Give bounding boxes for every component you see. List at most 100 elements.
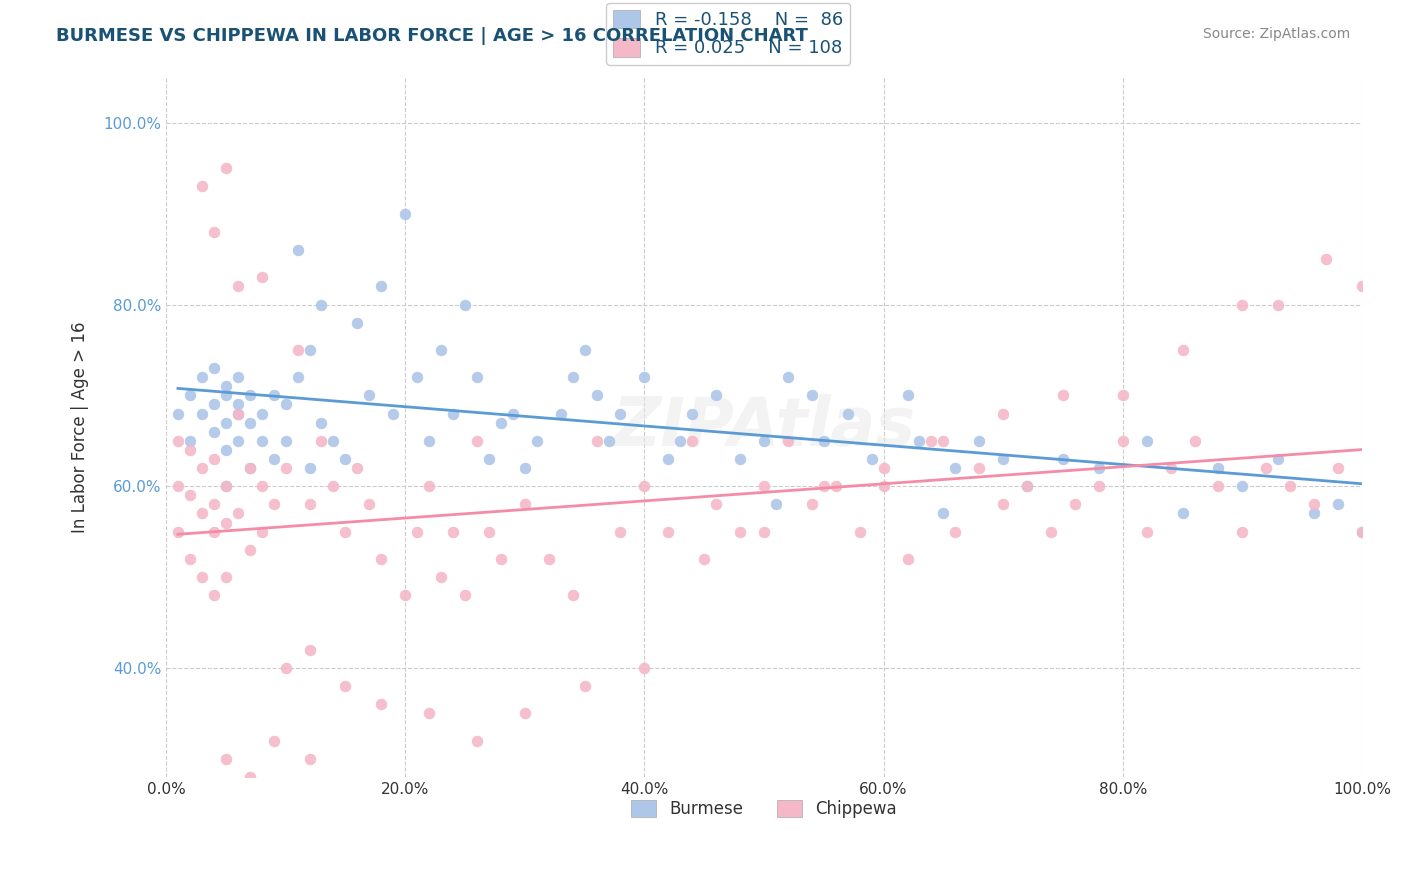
Point (993, 497, 1015, 511)
Point (454, 297, 477, 311)
Point (191, 507, 214, 521)
Point (179, 442, 201, 457)
Point (311, 297, 333, 311)
Point (335, 679, 357, 693)
Point (585, 388, 607, 402)
Point (239, 461, 262, 475)
Point (202, 425, 225, 439)
Point (776, 434, 799, 448)
Point (561, 588, 583, 602)
Point (346, 316, 368, 330)
Point (1171, 343, 1194, 357)
Point (465, 434, 488, 448)
Point (298, 343, 321, 357)
Point (215, 416, 238, 430)
Point (202, 225, 225, 239)
Point (215, 752, 238, 766)
Point (574, 343, 596, 357)
Point (776, 370, 799, 384)
Point (561, 370, 583, 384)
Point (513, 497, 536, 511)
Point (1208, 479, 1230, 493)
Point (1232, 479, 1254, 493)
Point (226, 407, 249, 421)
Point (215, 442, 238, 457)
Y-axis label: In Labor Force | Age > 16: In Labor Force | Age > 16 (72, 321, 89, 533)
Point (465, 733, 488, 747)
Point (179, 434, 201, 448)
Point (370, 279, 392, 293)
Point (967, 434, 990, 448)
Point (633, 479, 655, 493)
Text: Source: ZipAtlas.com: Source: ZipAtlas.com (1202, 27, 1350, 41)
Point (226, 279, 249, 293)
Point (191, 461, 214, 475)
Point (465, 370, 488, 384)
Point (250, 434, 273, 448)
Point (274, 434, 297, 448)
Point (837, 407, 859, 421)
Point (179, 552, 201, 566)
Point (502, 407, 524, 421)
Point (406, 524, 429, 539)
Point (202, 524, 225, 539)
Point (993, 452, 1015, 467)
Point (274, 461, 297, 475)
Point (239, 542, 262, 557)
Point (250, 407, 273, 421)
Point (813, 479, 835, 493)
Point (1208, 461, 1230, 475)
Point (322, 479, 344, 493)
Point (478, 524, 501, 539)
Point (359, 497, 381, 511)
Point (1052, 388, 1074, 402)
Point (633, 661, 655, 675)
Point (526, 434, 548, 448)
Point (1232, 524, 1254, 539)
Point (226, 407, 249, 421)
Point (489, 416, 512, 430)
Point (298, 497, 321, 511)
Point (202, 452, 225, 467)
Point (1112, 434, 1135, 448)
Point (872, 479, 894, 493)
Point (394, 588, 416, 602)
Point (191, 570, 214, 584)
Point (239, 770, 262, 784)
Point (179, 388, 201, 402)
Point (263, 497, 285, 511)
Point (298, 752, 321, 766)
Point (346, 461, 368, 475)
Point (287, 343, 309, 357)
Point (513, 461, 536, 475)
Point (1315, 252, 1337, 266)
Point (239, 416, 262, 430)
Point (335, 452, 357, 467)
Point (215, 379, 238, 393)
Point (167, 407, 190, 421)
Point (1017, 479, 1039, 493)
Point (430, 570, 453, 584)
Point (1184, 434, 1206, 448)
Point (908, 434, 931, 448)
Point (359, 388, 381, 402)
Point (298, 461, 321, 475)
Point (669, 434, 692, 448)
Point (406, 370, 429, 384)
Point (1136, 524, 1159, 539)
Point (191, 179, 214, 194)
Point (418, 479, 440, 493)
Point (298, 642, 321, 657)
Point (274, 397, 297, 411)
Point (202, 361, 225, 376)
Point (226, 397, 249, 411)
Point (215, 161, 238, 176)
Point (1160, 461, 1182, 475)
Point (920, 434, 942, 448)
Point (250, 479, 273, 493)
Point (1171, 507, 1194, 521)
Point (1136, 434, 1159, 448)
Point (800, 497, 823, 511)
Point (215, 479, 238, 493)
Point (478, 452, 501, 467)
